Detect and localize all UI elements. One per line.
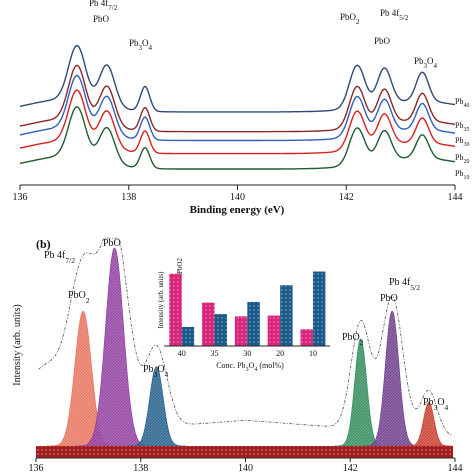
panel-b-annot-pbo-left: PbO bbox=[103, 238, 121, 249]
panel-a-series-label-pb30: Pb30 bbox=[455, 136, 469, 148]
inset-legend-pbo2: PbO2 bbox=[176, 258, 184, 274]
panel-b-label: (b) bbox=[36, 237, 51, 251]
panel-a-annot-pbo: PbO bbox=[93, 14, 110, 24]
inset-bar-texture bbox=[267, 315, 281, 346]
panel-b-annot-pb-4f-5-2: Pb 4f5/2 bbox=[389, 277, 420, 292]
panel-a-curves bbox=[19, 44, 456, 170]
inset-category-label: 20 bbox=[276, 349, 284, 358]
panel-a-annot-pb-4f-5-2: Pb 4f5/2 bbox=[380, 8, 409, 22]
panel-a-x-axis-label: Binding energy (eV) bbox=[190, 204, 285, 216]
panel-a-x-ticks: 136 138 140 142 144 bbox=[13, 185, 463, 203]
panel-a: 136 138 140 142 144 Binding energy (eV) Pb 4… bbox=[13, 0, 470, 216]
panel-a-annot-pbo2: PbO2 bbox=[340, 12, 360, 26]
panel-b-envelope-curve bbox=[38, 237, 453, 436]
panel-a-series-pb40 bbox=[19, 44, 456, 113]
inset-bar-texture bbox=[300, 329, 313, 346]
inset-bar-texture bbox=[234, 316, 248, 346]
inset-bar-texture bbox=[280, 285, 293, 346]
inset-category-labels: 40 35 30 20 10 bbox=[178, 349, 317, 358]
panel-a-series-pb10 bbox=[19, 106, 456, 170]
panel-a-annot-pb3o4-right: Pb3O4 bbox=[414, 56, 438, 70]
panel-a-tick-label: 142 bbox=[339, 192, 354, 203]
inset-category-label: 35 bbox=[211, 349, 219, 358]
inset-category-label: 10 bbox=[309, 349, 317, 358]
panel-a-series-label-pb40: Pb40 bbox=[455, 97, 469, 109]
panel-a-series-pb20 bbox=[19, 89, 456, 155]
panel-b-annot-pb-4f-7-2: Pb 4f7/2 bbox=[44, 250, 75, 265]
inset-category-label: 30 bbox=[243, 349, 251, 358]
panel-b-annot-pbo2-right: PbO2 bbox=[342, 332, 364, 347]
panel-b-annot-pb3o4-left: Pb3O4 bbox=[143, 364, 169, 379]
inset-bar-texture bbox=[247, 301, 260, 346]
panel-a-series-label-pb20: Pb20 bbox=[455, 153, 469, 165]
inset-bar-texture bbox=[169, 273, 182, 346]
panel-b: (b) Intensity (arb. units) 136 138 140 142 1… bbox=[12, 237, 463, 474]
panel-a-tick-label: 144 bbox=[448, 192, 463, 203]
panel-a-series-pb30 bbox=[19, 74, 456, 142]
panel-a-annot-pb-4f-7-2: Pb 4f7/2 bbox=[89, 0, 118, 12]
panel-a-annot-pbo-right: PbO bbox=[374, 36, 391, 46]
panel-b-peak-texture bbox=[362, 311, 423, 446]
panel-b-tick-label: 144 bbox=[448, 463, 463, 474]
panel-b-tick-label: 136 bbox=[29, 463, 44, 474]
panel-a-tick-label: 138 bbox=[121, 192, 136, 203]
panel-b-peak-texture bbox=[46, 311, 120, 446]
inset-bar-texture bbox=[312, 271, 326, 346]
panel-a-series-label-pb35: Pb35 bbox=[455, 121, 469, 133]
inset-y-axis-label: Intensity (arb. units) bbox=[157, 271, 165, 329]
panel-a-annot-pb3o4-left: Pb3O4 bbox=[129, 38, 153, 52]
panel-b-tick-label: 140 bbox=[238, 463, 253, 474]
inset-bar-chart: Intensity (arb. units) PbO PbO2 40353020… bbox=[157, 258, 330, 373]
inset-bars bbox=[169, 271, 326, 346]
panel-a-tick-label: 140 bbox=[230, 192, 245, 203]
panel-b-peaks bbox=[46, 247, 453, 447]
panel-b-x-ticks: 136 138 140 142 144 bbox=[29, 458, 463, 474]
panel-b-y-axis-label: Intensity (arb. units) bbox=[12, 304, 23, 385]
panel-b-peak-texture bbox=[74, 248, 155, 446]
inset-bar-texture bbox=[181, 327, 195, 346]
panel-b-tick-label: 138 bbox=[133, 463, 148, 474]
panel-a-series-label-pb10: Pb10 bbox=[455, 169, 469, 181]
panel-b-tick-label: 142 bbox=[343, 463, 358, 474]
panel-b-peak-texture bbox=[405, 402, 453, 446]
inset-category-label: 40 bbox=[178, 349, 186, 358]
panel-a-series-pb35 bbox=[19, 64, 456, 133]
panel-a-series-labels: Pb40 Pb35 Pb30 Pb20 Pb10 bbox=[455, 97, 469, 181]
panel-b-peak-texture bbox=[126, 366, 187, 446]
panel-b-annot-pbo-right: PbO bbox=[380, 293, 398, 304]
inset-bar-texture bbox=[214, 314, 228, 346]
inset-bar-texture bbox=[202, 302, 215, 346]
panel-b-peak-texture bbox=[333, 339, 388, 446]
panel-b-baseline-band-texture bbox=[36, 446, 453, 458]
panel-a-tick-label: 136 bbox=[13, 192, 28, 203]
inset-x-axis-label: Conc. Pb3O4 (mol%) bbox=[216, 361, 284, 373]
panel-b-annot-pbo2-left: PbO2 bbox=[68, 290, 90, 305]
panel-b-annot-pb3o4-right: Pb3O4 bbox=[423, 397, 449, 412]
